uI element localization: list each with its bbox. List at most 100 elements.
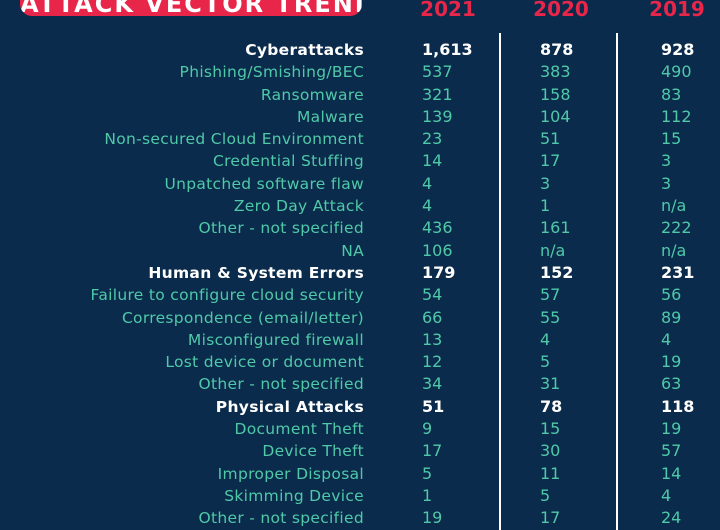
table-row: Other - not specified 19 17 24 — [0, 507, 720, 529]
value-2020: 57 — [540, 285, 561, 305]
value-2020: 17 — [540, 508, 561, 528]
value-2021: 66 — [422, 307, 443, 327]
value-2021: 4 — [422, 196, 433, 216]
table-row: Phishing/Smishing/BEC 537 383 490 — [0, 61, 720, 83]
value-2020: 17 — [540, 151, 561, 171]
row-label: Improper Disposal — [217, 464, 364, 483]
table-row: Other - not specified 436 161 222 — [0, 217, 720, 239]
value-2021: 19 — [422, 508, 443, 528]
row-label: Misconfigured firewall — [187, 330, 364, 349]
value-2019: 24 — [661, 508, 682, 528]
row-label: Failure to configure cloud security — [90, 286, 364, 305]
value-2019: 15 — [661, 129, 682, 149]
value-2021: 23 — [422, 129, 443, 149]
value-2019: 118 — [661, 396, 695, 416]
value-2021: 1 — [422, 485, 433, 505]
table-row: Skimming Device 1 5 4 — [0, 485, 720, 507]
value-2019: 4 — [661, 485, 672, 505]
table-row: Malware 139 104 112 — [0, 106, 720, 128]
category-row: Human & System Errors 179 152 231 — [0, 262, 720, 284]
year-header-2020: 2020 — [533, 0, 589, 21]
value-2021: 51 — [422, 396, 445, 416]
row-label: Malware — [296, 107, 364, 126]
table-row: NA 106 n/a n/a — [0, 240, 720, 262]
category-row: Cyberattacks 1,613 878 928 — [0, 39, 720, 61]
value-2019: 19 — [661, 419, 682, 439]
value-2019: 57 — [661, 441, 682, 461]
value-2019: n/a — [661, 196, 687, 216]
category-row: Physical Attacks 51 78 118 — [0, 396, 720, 418]
value-2021: 14 — [422, 151, 443, 171]
table-row: Zero Day Attack 4 1 n/a — [0, 195, 720, 217]
row-label: Credential Stuffing — [212, 152, 364, 171]
value-2020: 161 — [540, 218, 571, 238]
table-row: Credential Stuffing 14 17 3 — [0, 150, 720, 172]
value-2020: 31 — [540, 374, 561, 394]
row-label: Cyberattacks — [245, 41, 364, 59]
value-2020: 383 — [540, 62, 571, 82]
value-2020: 5 — [540, 485, 551, 505]
table-row: Ransomware 321 158 83 — [0, 84, 720, 106]
value-2020: 158 — [540, 84, 571, 104]
row-label: Document Theft — [234, 420, 364, 439]
row-label: Physical Attacks — [215, 397, 364, 416]
value-2021: 436 — [422, 218, 453, 238]
table-row: Non-secured Cloud Environment 23 51 15 — [0, 128, 720, 150]
year-header-2021: 2021 — [420, 0, 476, 21]
value-2019: 928 — [661, 40, 695, 59]
value-2021: 5 — [422, 463, 433, 483]
value-2019: 83 — [661, 84, 682, 104]
value-2021: 17 — [422, 441, 443, 461]
table-row: Lost device or document 12 5 19 — [0, 351, 720, 373]
row-label: Correspondence (email/letter) — [121, 308, 364, 327]
value-2019: 112 — [661, 106, 692, 126]
value-2019: 4 — [661, 329, 672, 349]
row-label: Human & System Errors — [148, 263, 364, 282]
value-2019: 3 — [661, 151, 672, 171]
row-label: Unpatched software flaw — [164, 174, 364, 193]
value-2019: 19 — [661, 352, 682, 372]
row-label: Skimming Device — [224, 486, 364, 505]
value-2021: 34 — [422, 374, 443, 394]
value-2020: 30 — [540, 441, 561, 461]
value-2019: 89 — [661, 307, 682, 327]
value-2021: 106 — [422, 240, 453, 260]
value-2020: 11 — [540, 463, 561, 483]
row-label: Other - not specified — [198, 509, 364, 528]
column-divider — [499, 33, 501, 530]
table-row: Improper Disposal 5 11 14 — [0, 463, 720, 485]
page-title: ATTACK VECTOR TRENDS — [20, 0, 362, 16]
title-banner: ATTACK VECTOR TRENDS — [20, 0, 362, 16]
table-row: Unpatched software flaw 4 3 3 — [0, 173, 720, 195]
column-divider — [616, 33, 618, 530]
value-2020: 104 — [540, 106, 571, 126]
row-label: Zero Day Attack — [233, 197, 364, 216]
value-2020: 55 — [540, 307, 561, 327]
row-label: Ransomware — [260, 85, 364, 104]
value-2021: 139 — [422, 106, 453, 126]
value-2021: 179 — [422, 262, 456, 282]
value-2020: 5 — [540, 352, 551, 372]
table-row: Other - not specified 34 31 63 — [0, 373, 720, 395]
value-2020: 51 — [540, 129, 561, 149]
value-2021: 537 — [422, 62, 453, 82]
value-2020: 152 — [540, 262, 574, 282]
table-row: Misconfigured firewall 13 4 4 — [0, 329, 720, 351]
value-2019: 231 — [661, 262, 695, 282]
value-2020: 4 — [540, 329, 551, 349]
value-2021: 4 — [422, 173, 433, 193]
year-header-2019: 2019 — [649, 0, 705, 21]
value-2020: 3 — [540, 173, 551, 193]
value-2020: 15 — [540, 419, 561, 439]
row-label: Device Theft — [262, 442, 364, 461]
row-label: Other - not specified — [198, 375, 364, 394]
value-2021: 321 — [422, 84, 453, 104]
table-row: Document Theft 9 15 19 — [0, 418, 720, 440]
table-row: Correspondence (email/letter) 66 55 89 — [0, 307, 720, 329]
row-label: NA — [341, 241, 364, 260]
value-2021: 9 — [422, 419, 433, 439]
value-2020: 78 — [540, 396, 563, 416]
value-2019: n/a — [661, 240, 687, 260]
row-label: Lost device or document — [165, 353, 364, 372]
value-2021: 1,613 — [422, 40, 473, 59]
